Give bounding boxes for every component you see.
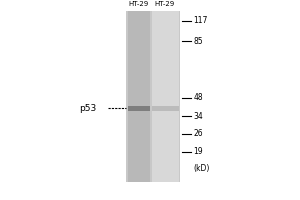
Bar — [128, 106, 150, 111]
Text: 34: 34 — [194, 112, 203, 121]
Bar — [152, 11, 178, 182]
Text: 26: 26 — [194, 129, 203, 138]
Text: HT-29: HT-29 — [154, 1, 175, 7]
Text: 19: 19 — [194, 147, 203, 156]
Text: 117: 117 — [194, 16, 208, 25]
Text: 85: 85 — [194, 37, 203, 46]
Text: HT-29: HT-29 — [128, 1, 149, 7]
Bar — [128, 11, 150, 182]
Bar — [152, 106, 178, 111]
Text: p53: p53 — [79, 104, 96, 113]
Bar — [126, 11, 180, 182]
Text: (kD): (kD) — [194, 164, 210, 173]
Text: 48: 48 — [194, 93, 203, 102]
